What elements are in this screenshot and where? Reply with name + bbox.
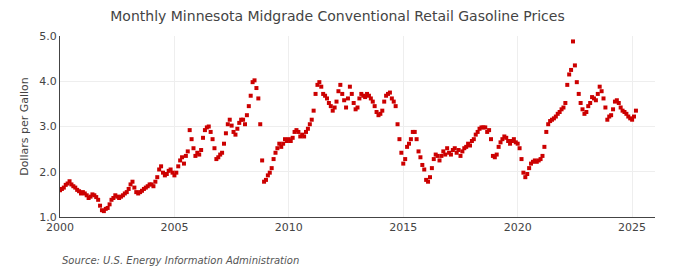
svg-text:2005: 2005 bbox=[160, 221, 188, 234]
svg-text:2020: 2020 bbox=[504, 221, 532, 234]
svg-text:2.0: 2.0 bbox=[39, 166, 57, 179]
svg-text:Monthly Minnesota Midgrade Con: Monthly Minnesota Midgrade Conventional … bbox=[110, 8, 564, 24]
svg-text:2000: 2000 bbox=[46, 221, 74, 234]
svg-text:3.0: 3.0 bbox=[39, 120, 57, 133]
svg-text:2025: 2025 bbox=[618, 221, 646, 234]
svg-text:1.0: 1.0 bbox=[39, 211, 57, 224]
svg-text:2010: 2010 bbox=[275, 221, 303, 234]
svg-text:Dollars per Gallon: Dollars per Gallon bbox=[18, 77, 31, 176]
svg-text:4.0: 4.0 bbox=[39, 75, 57, 88]
svg-text:5.0: 5.0 bbox=[39, 30, 57, 43]
svg-text:2015: 2015 bbox=[389, 221, 417, 234]
svg-text:Source: U.S. Energy Informatio: Source: U.S. Energy Information Administ… bbox=[62, 255, 299, 266]
